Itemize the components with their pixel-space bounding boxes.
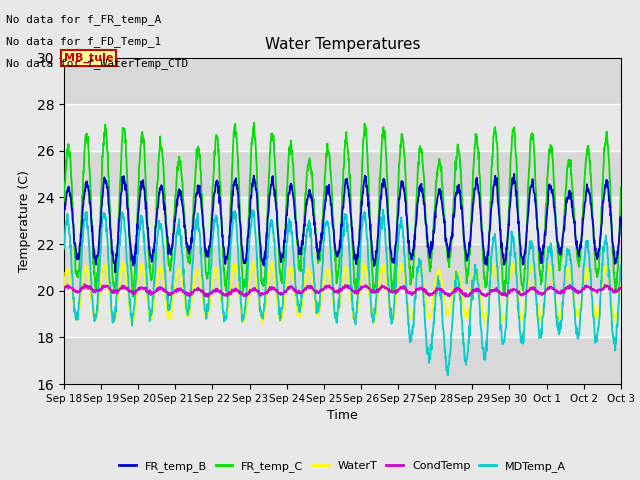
Bar [64, 337, 621, 384]
Y-axis label: Temperature (C): Temperature (C) [18, 170, 31, 272]
Bar [64, 58, 621, 104]
Bar [64, 291, 621, 337]
Text: No data for f_FR_temp_A: No data for f_FR_temp_A [6, 14, 162, 25]
Bar [64, 151, 621, 197]
Title: Water Temperatures: Water Temperatures [265, 37, 420, 52]
Text: No data for f_FD_Temp_1: No data for f_FD_Temp_1 [6, 36, 162, 47]
Bar [64, 104, 621, 151]
Bar [64, 197, 621, 244]
Bar [64, 244, 621, 291]
X-axis label: Time: Time [327, 409, 358, 422]
Text: MB_tule: MB_tule [64, 52, 113, 63]
Legend: FR_temp_B, FR_temp_C, WaterT, CondTemp, MDTemp_A: FR_temp_B, FR_temp_C, WaterT, CondTemp, … [115, 456, 570, 476]
Text: No data for f_WaterTemp_CTD: No data for f_WaterTemp_CTD [6, 58, 189, 69]
